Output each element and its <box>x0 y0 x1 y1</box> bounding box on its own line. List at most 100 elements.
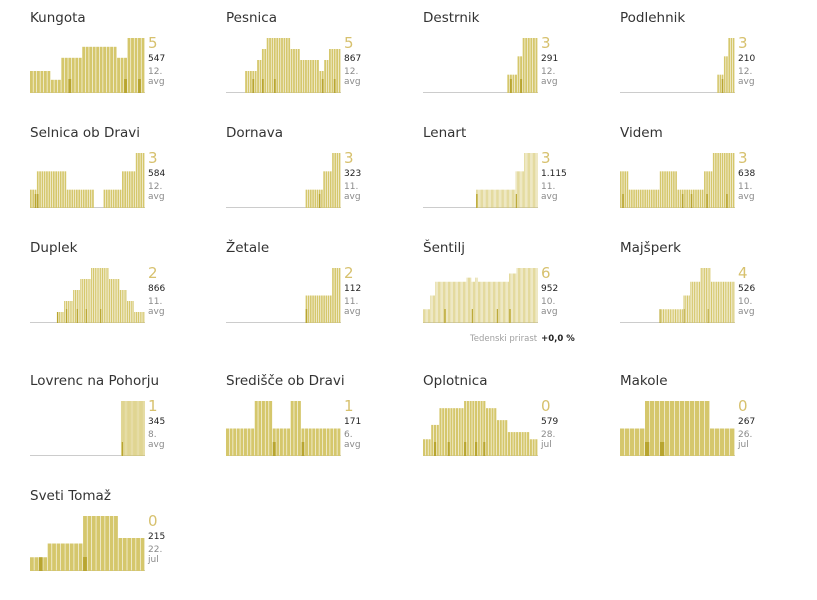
last-date-label: 11. avg <box>738 182 755 202</box>
chart-bar <box>327 171 330 208</box>
chart-bar <box>527 38 530 93</box>
chart-bar <box>429 309 430 323</box>
chart-bar <box>516 432 519 456</box>
chart-bar-marked <box>138 79 141 93</box>
chart-bar <box>119 189 122 208</box>
chart-bar <box>309 60 312 93</box>
chart-bar-marked <box>333 79 336 93</box>
chart-bar-marked <box>622 194 624 208</box>
chart-bar <box>470 277 472 323</box>
chart-bar <box>133 401 135 456</box>
chart-bar <box>732 38 735 93</box>
chart-bar <box>502 189 503 208</box>
chart-bar <box>478 281 479 323</box>
chart-bar <box>723 153 726 208</box>
chart-bar <box>105 516 110 571</box>
chart-bar <box>717 281 719 323</box>
chart-bar <box>92 46 96 93</box>
chart-bar <box>513 189 514 208</box>
chart-bar <box>690 401 695 456</box>
chart-bar <box>283 38 286 93</box>
chart-bar <box>509 273 510 323</box>
chart-bar-marked <box>726 194 728 208</box>
total-count-value: 345 <box>148 417 166 427</box>
sparkline-chart <box>30 38 145 93</box>
chart-bar <box>519 268 520 323</box>
chart-bar <box>631 189 633 208</box>
chart-bar <box>43 171 46 208</box>
chart-bar <box>336 49 339 93</box>
chart-bar <box>728 153 730 208</box>
chart-bar <box>650 401 655 456</box>
chart-bar <box>666 171 669 208</box>
chart-bar <box>326 60 329 93</box>
chart-bar <box>642 189 644 208</box>
chart-bar <box>704 171 706 208</box>
chart-bar <box>501 281 503 323</box>
chart-bar <box>71 301 73 323</box>
chart-bar <box>704 268 706 323</box>
chart-bar <box>66 189 69 208</box>
chart-bar <box>120 401 122 456</box>
chart-bar <box>143 312 145 323</box>
chart-bar <box>278 38 281 93</box>
chart-bar <box>708 171 711 208</box>
chart-bar <box>47 543 52 571</box>
chart-bar <box>32 189 34 208</box>
chart-bar <box>127 401 129 456</box>
weekly-growth-value: +0,0 % <box>541 334 575 344</box>
chart-bar <box>92 189 94 208</box>
sparkline-chart <box>423 38 538 93</box>
chart-bar <box>109 516 114 571</box>
chart-bar <box>530 153 532 208</box>
active-cases-value: 1 <box>148 397 158 415</box>
chart-bar <box>118 538 123 571</box>
chart-bar <box>136 538 140 571</box>
active-cases-value: 0 <box>541 397 551 415</box>
chart-bar <box>103 189 106 208</box>
chart-bar <box>515 74 517 93</box>
chart-bar <box>680 309 682 323</box>
chart-bar-marked <box>121 442 124 456</box>
chart-bar <box>119 290 122 323</box>
chart-bar <box>73 189 76 208</box>
chart-bar <box>333 428 337 456</box>
municipality-title: Podlehnik <box>620 10 686 26</box>
chart-bar <box>515 171 517 208</box>
chart-bar <box>481 189 482 208</box>
chart-bar <box>480 401 483 456</box>
chart-bar <box>466 277 468 323</box>
chart-bar <box>722 281 725 323</box>
chart-bar <box>510 189 512 208</box>
chart-bar <box>121 290 123 323</box>
chart-bar <box>499 420 502 456</box>
chart-bar <box>423 439 426 456</box>
chart-bar <box>65 543 70 571</box>
sparkline-chart <box>30 268 145 323</box>
chart-bar <box>247 71 250 93</box>
chart-bar <box>112 189 115 208</box>
chart-bar <box>295 49 298 93</box>
chart-bar <box>254 401 258 456</box>
chart-bar <box>527 432 530 456</box>
chart-bar <box>439 408 442 456</box>
chart-bar <box>526 268 528 323</box>
chart-bar <box>124 401 125 456</box>
total-count-value: 866 <box>148 284 166 294</box>
chart-bar <box>678 309 680 323</box>
chart-bar <box>516 171 518 208</box>
chart-bar <box>675 171 677 208</box>
chart-bar <box>483 281 484 323</box>
chart-bar <box>130 401 132 456</box>
active-cases-value: 3 <box>541 149 551 167</box>
chart-bar <box>137 312 140 323</box>
chart-bar <box>34 557 39 571</box>
chart-bar <box>426 309 428 323</box>
chart-bar <box>288 38 291 93</box>
chart-bar <box>430 295 432 323</box>
total-count-value: 210 <box>738 54 756 64</box>
chart-bar <box>69 189 71 208</box>
chart-bar <box>36 71 40 93</box>
chart-bar <box>657 189 660 208</box>
chart-bar <box>496 420 500 456</box>
